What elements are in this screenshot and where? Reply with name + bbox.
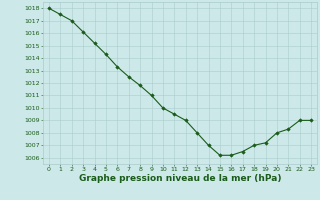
X-axis label: Graphe pression niveau de la mer (hPa): Graphe pression niveau de la mer (hPa): [79, 174, 281, 183]
